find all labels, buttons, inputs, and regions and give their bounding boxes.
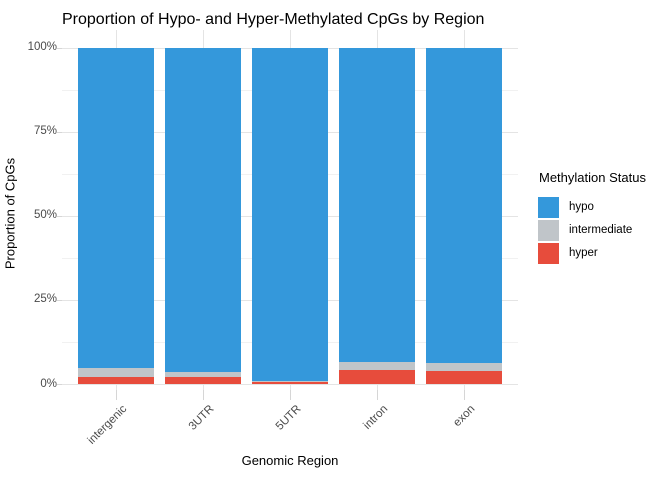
legend: Methylation Status hypo intermediate hyper bbox=[538, 170, 672, 265]
plot-panel bbox=[62, 30, 518, 390]
x-tick-label-3UTR: 3UTR bbox=[186, 403, 217, 433]
legend-label-intermediate: intermediate bbox=[569, 224, 633, 236]
legend-item-hypo: hypo bbox=[538, 196, 672, 218]
bar-segment-hyper-exon bbox=[426, 370, 502, 384]
bar-segment-intermediate-intron bbox=[339, 361, 415, 370]
bar-segment-hyper-intergenic bbox=[78, 376, 154, 384]
bar-segment-hypo-5UTR bbox=[252, 47, 328, 382]
x-axis-title: Genomic Region bbox=[241, 453, 339, 468]
x-tick-mark bbox=[464, 390, 465, 400]
legend-title: Methylation Status bbox=[539, 170, 646, 185]
bar-segment-hypo-3UTR bbox=[165, 47, 241, 373]
x-tick-label-intergenic: intergenic bbox=[85, 403, 130, 447]
x-tick-label-intron: intron bbox=[361, 403, 391, 432]
y-tick-mark bbox=[57, 299, 62, 301]
bar-segment-intermediate-5UTR bbox=[252, 381, 328, 383]
bar-segment-hyper-5UTR bbox=[252, 382, 328, 384]
bar-segment-intermediate-exon bbox=[426, 363, 502, 371]
chart-title: Proportion of Hypo- and Hyper-Methylated… bbox=[62, 11, 485, 28]
legend-item-intermediate: intermediate bbox=[538, 219, 672, 241]
legend-key-hypo bbox=[538, 196, 559, 218]
bar-segment-hyper-intron bbox=[339, 369, 415, 384]
legend-key-hyper bbox=[538, 242, 559, 264]
legend-key-intermediate bbox=[538, 219, 559, 241]
y-tick-mark bbox=[57, 384, 62, 385]
y-tick-label: 25% bbox=[33, 293, 57, 306]
x-tick-mark bbox=[116, 390, 117, 400]
x-tick-mark bbox=[203, 390, 204, 400]
legend-label-hyper: hyper bbox=[569, 247, 598, 259]
y-tick-label: 0% bbox=[40, 377, 57, 390]
bar-segment-intermediate-3UTR bbox=[165, 372, 241, 378]
bar-segment-hyper-3UTR bbox=[165, 377, 241, 384]
bar-segment-hypo-exon bbox=[426, 47, 502, 364]
y-tick-mark bbox=[57, 47, 62, 49]
legend-label-hypo: hypo bbox=[569, 201, 594, 213]
x-tick-mark bbox=[377, 390, 378, 400]
x-tick-mark bbox=[290, 390, 291, 400]
bar-segment-hypo-intron bbox=[339, 47, 415, 362]
legend-items: hypo intermediate hyper bbox=[538, 196, 672, 264]
y-tick-mark bbox=[57, 131, 62, 133]
y-tick-label: 75% bbox=[33, 125, 57, 138]
y-tick-label: 50% bbox=[33, 209, 57, 222]
x-tick-label-5UTR: 5UTR bbox=[273, 403, 304, 433]
legend-item-hyper: hyper bbox=[538, 242, 672, 264]
x-tick-label-exon: exon bbox=[451, 403, 478, 430]
y-tick-mark bbox=[57, 215, 62, 217]
bar-segment-intermediate-intergenic bbox=[78, 368, 154, 377]
bar-segment-hypo-intergenic bbox=[78, 47, 154, 369]
y-tick-label: 100% bbox=[27, 41, 57, 54]
